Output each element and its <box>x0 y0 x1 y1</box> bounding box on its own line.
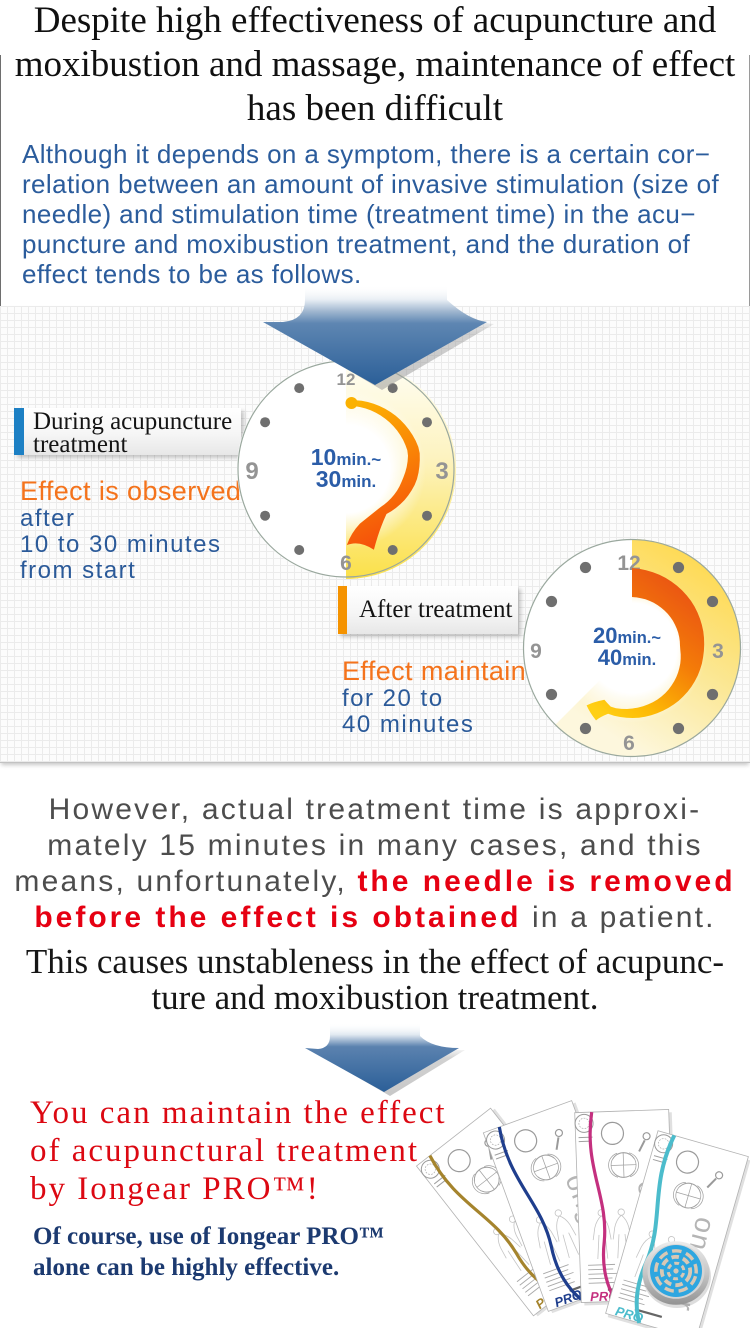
svg-text:PRO: PRO <box>614 1303 645 1325</box>
svg-text:12: 12 <box>337 370 356 389</box>
svg-text:9: 9 <box>530 640 542 663</box>
svg-text:10min.~: 10min.~ <box>311 444 382 470</box>
svg-text:6: 6 <box>623 732 635 755</box>
svg-text:40min.: 40min. <box>598 645 656 670</box>
svg-text:20min.~: 20min.~ <box>593 623 661 648</box>
svg-text:30min.: 30min. <box>316 466 377 492</box>
svg-text:3: 3 <box>435 458 448 485</box>
svg-text:9: 9 <box>245 458 258 485</box>
svg-text:6: 6 <box>340 552 352 575</box>
svg-text:3: 3 <box>712 640 724 663</box>
